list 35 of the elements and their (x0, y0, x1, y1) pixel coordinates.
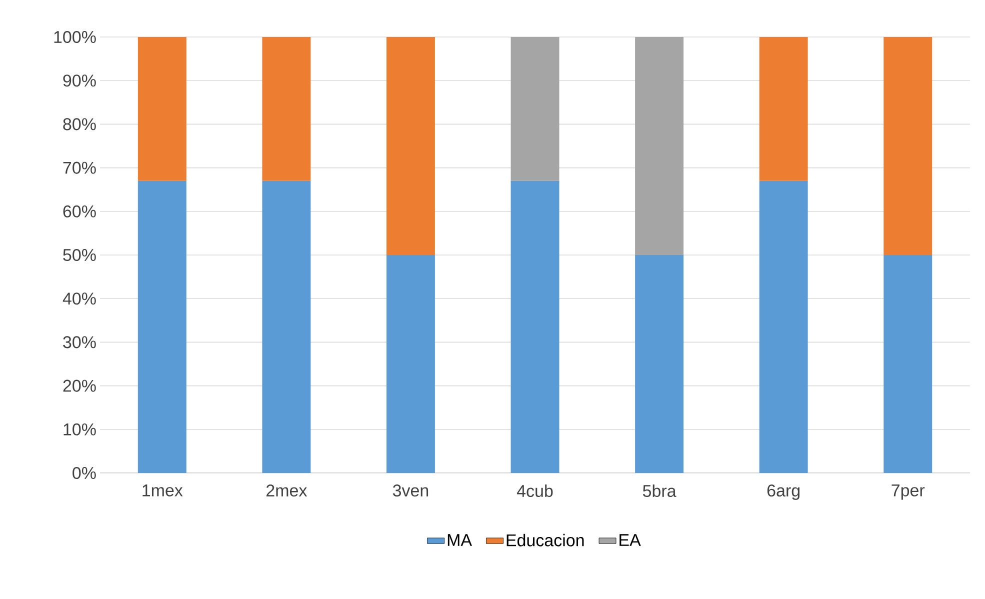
bar (884, 36, 932, 255)
x-tick-label: 6arg (767, 484, 800, 500)
y-tick-label: 30% (63, 336, 96, 348)
y-tick-label: 10% (64, 423, 96, 436)
legend-label: MA (448, 534, 472, 546)
bar (635, 36, 684, 255)
x-tick-label: 1mex (142, 484, 183, 496)
x-tick-label: 2mex (266, 484, 308, 497)
y-tick-label: 50% (63, 248, 96, 262)
bar (386, 254, 435, 473)
x-tick-label: 7per (892, 484, 925, 500)
bar (884, 254, 932, 473)
y-tick-label: 100% (54, 30, 96, 44)
x-tick-label: 4cub (516, 484, 553, 498)
bar (635, 254, 684, 473)
legend-label: Educacion (506, 534, 584, 546)
x-tick-label: 5bra (642, 484, 676, 498)
bar (138, 36, 186, 181)
bar (262, 36, 311, 181)
y-tick-label: 70% (63, 162, 96, 174)
bar (386, 36, 435, 255)
bar (262, 180, 311, 473)
y-tick-label: 40% (62, 292, 96, 305)
bar (138, 180, 186, 473)
legend-label: EA (620, 534, 641, 546)
y-tick-label: 60% (63, 205, 96, 218)
y-tick-label: 80% (63, 118, 96, 130)
bar (510, 180, 560, 473)
x-tick-label: 3ven (392, 484, 428, 497)
y-tick-label: 0% (72, 466, 96, 480)
bar (510, 36, 560, 181)
y-tick-label: 20% (63, 380, 96, 392)
bar (759, 36, 808, 181)
bar (759, 180, 808, 473)
y-tick-label: 90% (63, 74, 96, 87)
